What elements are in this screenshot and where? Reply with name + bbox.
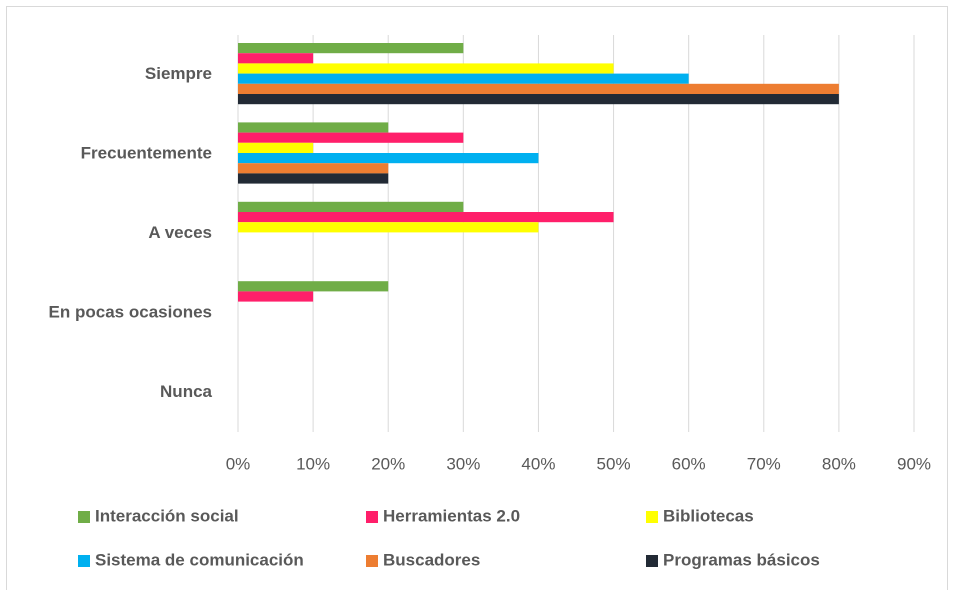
legend-swatch — [646, 555, 658, 567]
x-tick-label: 40% — [521, 454, 555, 473]
bar — [238, 153, 539, 164]
bar — [238, 73, 689, 84]
bar — [238, 222, 539, 233]
legend-swatch — [646, 511, 658, 523]
x-tick-label: 80% — [822, 454, 856, 473]
x-tick-label: 50% — [597, 454, 631, 473]
bar — [238, 83, 839, 94]
x-tick-label: 30% — [446, 454, 480, 473]
bar — [238, 94, 839, 105]
bar — [238, 43, 464, 54]
bar — [238, 53, 314, 64]
bar — [238, 291, 314, 302]
y-tick-label: Frecuentemente — [81, 144, 212, 163]
legend-label: Sistema de comunicación — [95, 550, 304, 569]
x-tick-label: 90% — [897, 454, 931, 473]
legend-label: Interacción social — [95, 506, 239, 525]
y-tick-label: En pocas ocasiones — [49, 302, 212, 321]
legend-swatch — [78, 555, 90, 567]
x-tick-label: 10% — [296, 454, 330, 473]
y-tick-label: A veces — [148, 223, 212, 242]
bar — [238, 281, 389, 292]
bar — [238, 212, 614, 223]
legend-swatch — [366, 511, 378, 523]
x-tick-label: 60% — [672, 454, 706, 473]
x-tick-label: 20% — [371, 454, 405, 473]
x-tick-label: 0% — [226, 454, 251, 473]
bar — [238, 132, 464, 143]
chart-border — [6, 6, 948, 590]
legend-label: Bibliotecas — [663, 506, 754, 525]
legend-label: Herramientas 2.0 — [383, 506, 520, 525]
bar — [238, 142, 314, 153]
legend-label: Buscadores — [383, 550, 480, 569]
x-tick-label: 70% — [747, 454, 781, 473]
bar — [238, 173, 389, 184]
bar — [238, 122, 389, 133]
bar — [238, 63, 614, 74]
legend-swatch — [366, 555, 378, 567]
bar — [238, 201, 464, 212]
y-tick-label: Siempre — [145, 64, 212, 83]
bar — [238, 163, 389, 174]
legend-label: Programas básicos — [663, 550, 820, 569]
y-tick-label: Nunca — [160, 382, 213, 401]
legend-swatch — [78, 511, 90, 523]
